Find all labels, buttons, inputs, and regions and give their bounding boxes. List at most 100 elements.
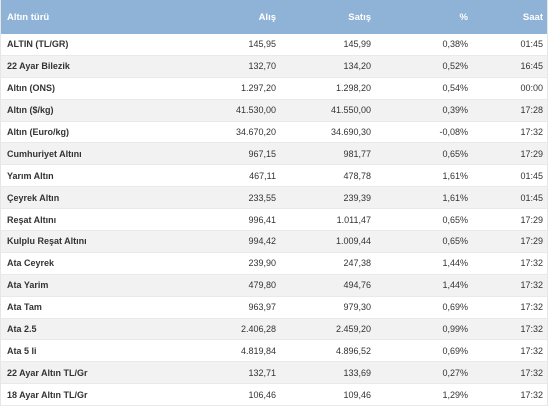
change-percent-cell: 0,65%: [442, 214, 468, 225]
table-row[interactable]: 22 Ayar Altın TL/Gr 132,71 133,69 0,27% 17:3…: [1, 362, 547, 385]
table-row[interactable]: Çeyrek Altın 233,55 239,39 1,61% 01:45: [1, 187, 547, 210]
table-row[interactable]: Ata Tam 963,97 979,30 0,69% 17:32: [1, 297, 547, 319]
change-percent-cell: 1,44%: [442, 258, 468, 269]
sell-price-cell: 34.690,30: [330, 127, 371, 137]
time-cell: 17:32: [520, 324, 543, 335]
gold-type-cell: Altın ($/kg): [7, 105, 54, 116]
sell-price-cell: 133,69: [343, 367, 371, 378]
table-row[interactable]: 22 Ayar Bilezik 132,70 134,20 0,52% 16:45: [1, 55, 547, 78]
gold-type-cell: 22 Ayar Altın TL/Gr: [7, 367, 88, 378]
sell-price-cell: 981,77: [343, 148, 371, 159]
time-cell: 17:32: [520, 367, 543, 378]
change-percent-cell: 0,54%: [442, 83, 468, 94]
buy-price-cell: 4.819,84: [240, 345, 276, 356]
time-cell: 00:00: [520, 83, 543, 94]
time-cell: 16:45: [520, 61, 543, 72]
table-row[interactable]: ALTIN (TL/GR) 145,95 145,99 0,38% 01:45: [1, 34, 547, 56]
gold-type-cell: Cumhuriyet Altını: [7, 148, 82, 159]
buy-price-cell: 467,11: [249, 170, 276, 181]
time-cell: 17:32: [520, 127, 543, 137]
buy-price-cell: 34.670,20: [235, 127, 276, 137]
change-percent-cell: 0,65%: [442, 148, 468, 159]
time-cell: 17:29: [520, 236, 543, 247]
change-percent-cell: 1,61%: [442, 170, 468, 181]
sell-price-cell: 247,38: [343, 258, 371, 269]
change-percent-cell: 0,65%: [442, 236, 468, 247]
sell-price-cell: 41.550,00: [330, 105, 371, 116]
table-row[interactable]: Reşat Altını 996,41 1.011,47 0,65% 17:29: [1, 209, 547, 232]
gold-type-cell: 22 Ayar Bilezik: [7, 61, 70, 72]
gold-type-cell: Ata Tam: [7, 302, 42, 313]
column-header-percent[interactable]: %: [459, 11, 468, 23]
change-percent-cell: 0,69%: [442, 345, 468, 356]
sell-price-cell: 4.896,52: [335, 345, 371, 356]
buy-price-cell: 145,95: [248, 39, 276, 50]
change-percent-cell: 1,44%: [442, 280, 468, 291]
table-row[interactable]: Altın (ONS) 1.297,20 1.298,20 0,54% 00:00: [1, 78, 547, 100]
change-percent-cell: 0,27%: [442, 367, 468, 378]
time-cell: 01:45: [520, 170, 543, 181]
buy-price-cell: 963,97: [248, 302, 276, 313]
change-percent-cell: 0,52%: [442, 61, 468, 72]
time-cell: 17:32: [520, 302, 543, 313]
sell-price-cell: 1.298,20: [335, 83, 371, 94]
sell-price-cell: 494,76: [343, 280, 371, 291]
buy-price-cell: 132,71: [248, 367, 276, 378]
sell-price-cell: 145,99: [343, 39, 371, 50]
table-row[interactable]: Ata Ceyrek 239,90 247,38 1,44% 17:32: [1, 253, 547, 275]
table-row[interactable]: Cumhuriyet Altını 967,15 981,77 0,65% 17:29: [1, 143, 547, 166]
gold-type-cell: Altın (ONS): [7, 83, 55, 94]
sell-price-cell: 1.011,47: [336, 214, 371, 225]
gold-type-cell: 18 Ayar Altın TL/Gr: [7, 389, 88, 400]
gold-type-cell: Ata 2.5: [7, 324, 37, 335]
sell-price-cell: 478,78: [343, 170, 371, 181]
time-cell: 01:45: [520, 39, 543, 50]
table-row[interactable]: Altın (Euro/kg) 34.670,20 34.690,30 -0,08% 1…: [1, 122, 547, 144]
table-row[interactable]: Ata 2.5 2.406,28 2.459,20 0,99% 17:32: [1, 318, 547, 341]
gold-type-cell: Ata Yarim: [7, 280, 49, 291]
table-row[interactable]: Altın ($/kg) 41.530,00 41.550,00 0,39% 17:28: [1, 99, 547, 122]
buy-price-cell: 41.530,00: [235, 105, 276, 116]
gold-type-cell: Kulplu Reşat Altını: [7, 236, 87, 247]
sell-price-cell: 134,20: [343, 61, 371, 72]
time-cell: 17:32: [520, 258, 543, 269]
change-percent-cell: 0,69%: [442, 302, 468, 313]
buy-price-cell: 233,55: [248, 192, 276, 203]
buy-price-cell: 1.297,20: [240, 83, 276, 94]
buy-price-cell: 2.406,28: [240, 324, 276, 335]
buy-price-cell: 239,90: [248, 258, 276, 269]
gold-type-cell: Çeyrek Altın: [7, 192, 60, 203]
gold-type-cell: Ata 5 li: [7, 345, 37, 356]
time-cell: 17:29: [520, 148, 543, 159]
table-row[interactable]: Yarım Altın 467,11 478,78 1,61% 01:45: [1, 165, 547, 188]
change-percent-cell: 0,38%: [442, 39, 468, 50]
table-row[interactable]: Ata 5 li 4.819,84 4.896,52 0,69% 17:32: [1, 340, 547, 363]
time-cell: 17:32: [520, 280, 543, 291]
buy-price-cell: 996,41: [248, 214, 276, 225]
change-percent-cell: 0,39%: [442, 105, 468, 116]
change-percent-cell: 1,29%: [442, 389, 468, 400]
change-percent-cell: -0,08%: [439, 127, 468, 137]
sell-price-cell: 239,39: [343, 192, 371, 203]
column-header-buy[interactable]: Alış: [258, 11, 276, 23]
buy-price-cell: 132,70: [248, 61, 276, 72]
gold-type-cell: Altın (Euro/kg): [7, 127, 69, 137]
table-row[interactable]: 18 Ayar Altın TL/Gr 106,46 109,46 1,29% 17:3…: [1, 384, 547, 406]
column-header-gold-type[interactable]: Altın türü: [7, 11, 50, 23]
sell-price-cell: 979,30: [343, 302, 371, 313]
sell-price-cell: 109,46: [343, 389, 371, 400]
time-cell: 17:32: [520, 345, 543, 356]
table-row[interactable]: Kulplu Reşat Altını 994,42 1.009,44 0,65% 17…: [1, 231, 547, 253]
column-header-time[interactable]: Saat: [522, 11, 543, 23]
gold-type-cell: Ata Ceyrek: [7, 258, 55, 269]
gold-type-cell: Reşat Altını: [7, 214, 57, 225]
change-percent-cell: 1,61%: [442, 192, 468, 203]
table-row[interactable]: Ata Yarim 479,80 494,76 1,44% 17:32: [1, 274, 547, 297]
buy-price-cell: 479,80: [248, 280, 276, 291]
gold-type-cell: ALTIN (TL/GR): [7, 39, 69, 50]
column-header-sell[interactable]: Satış: [348, 11, 371, 23]
time-cell: 17:28: [520, 105, 543, 116]
time-cell: 17:29: [520, 214, 543, 225]
